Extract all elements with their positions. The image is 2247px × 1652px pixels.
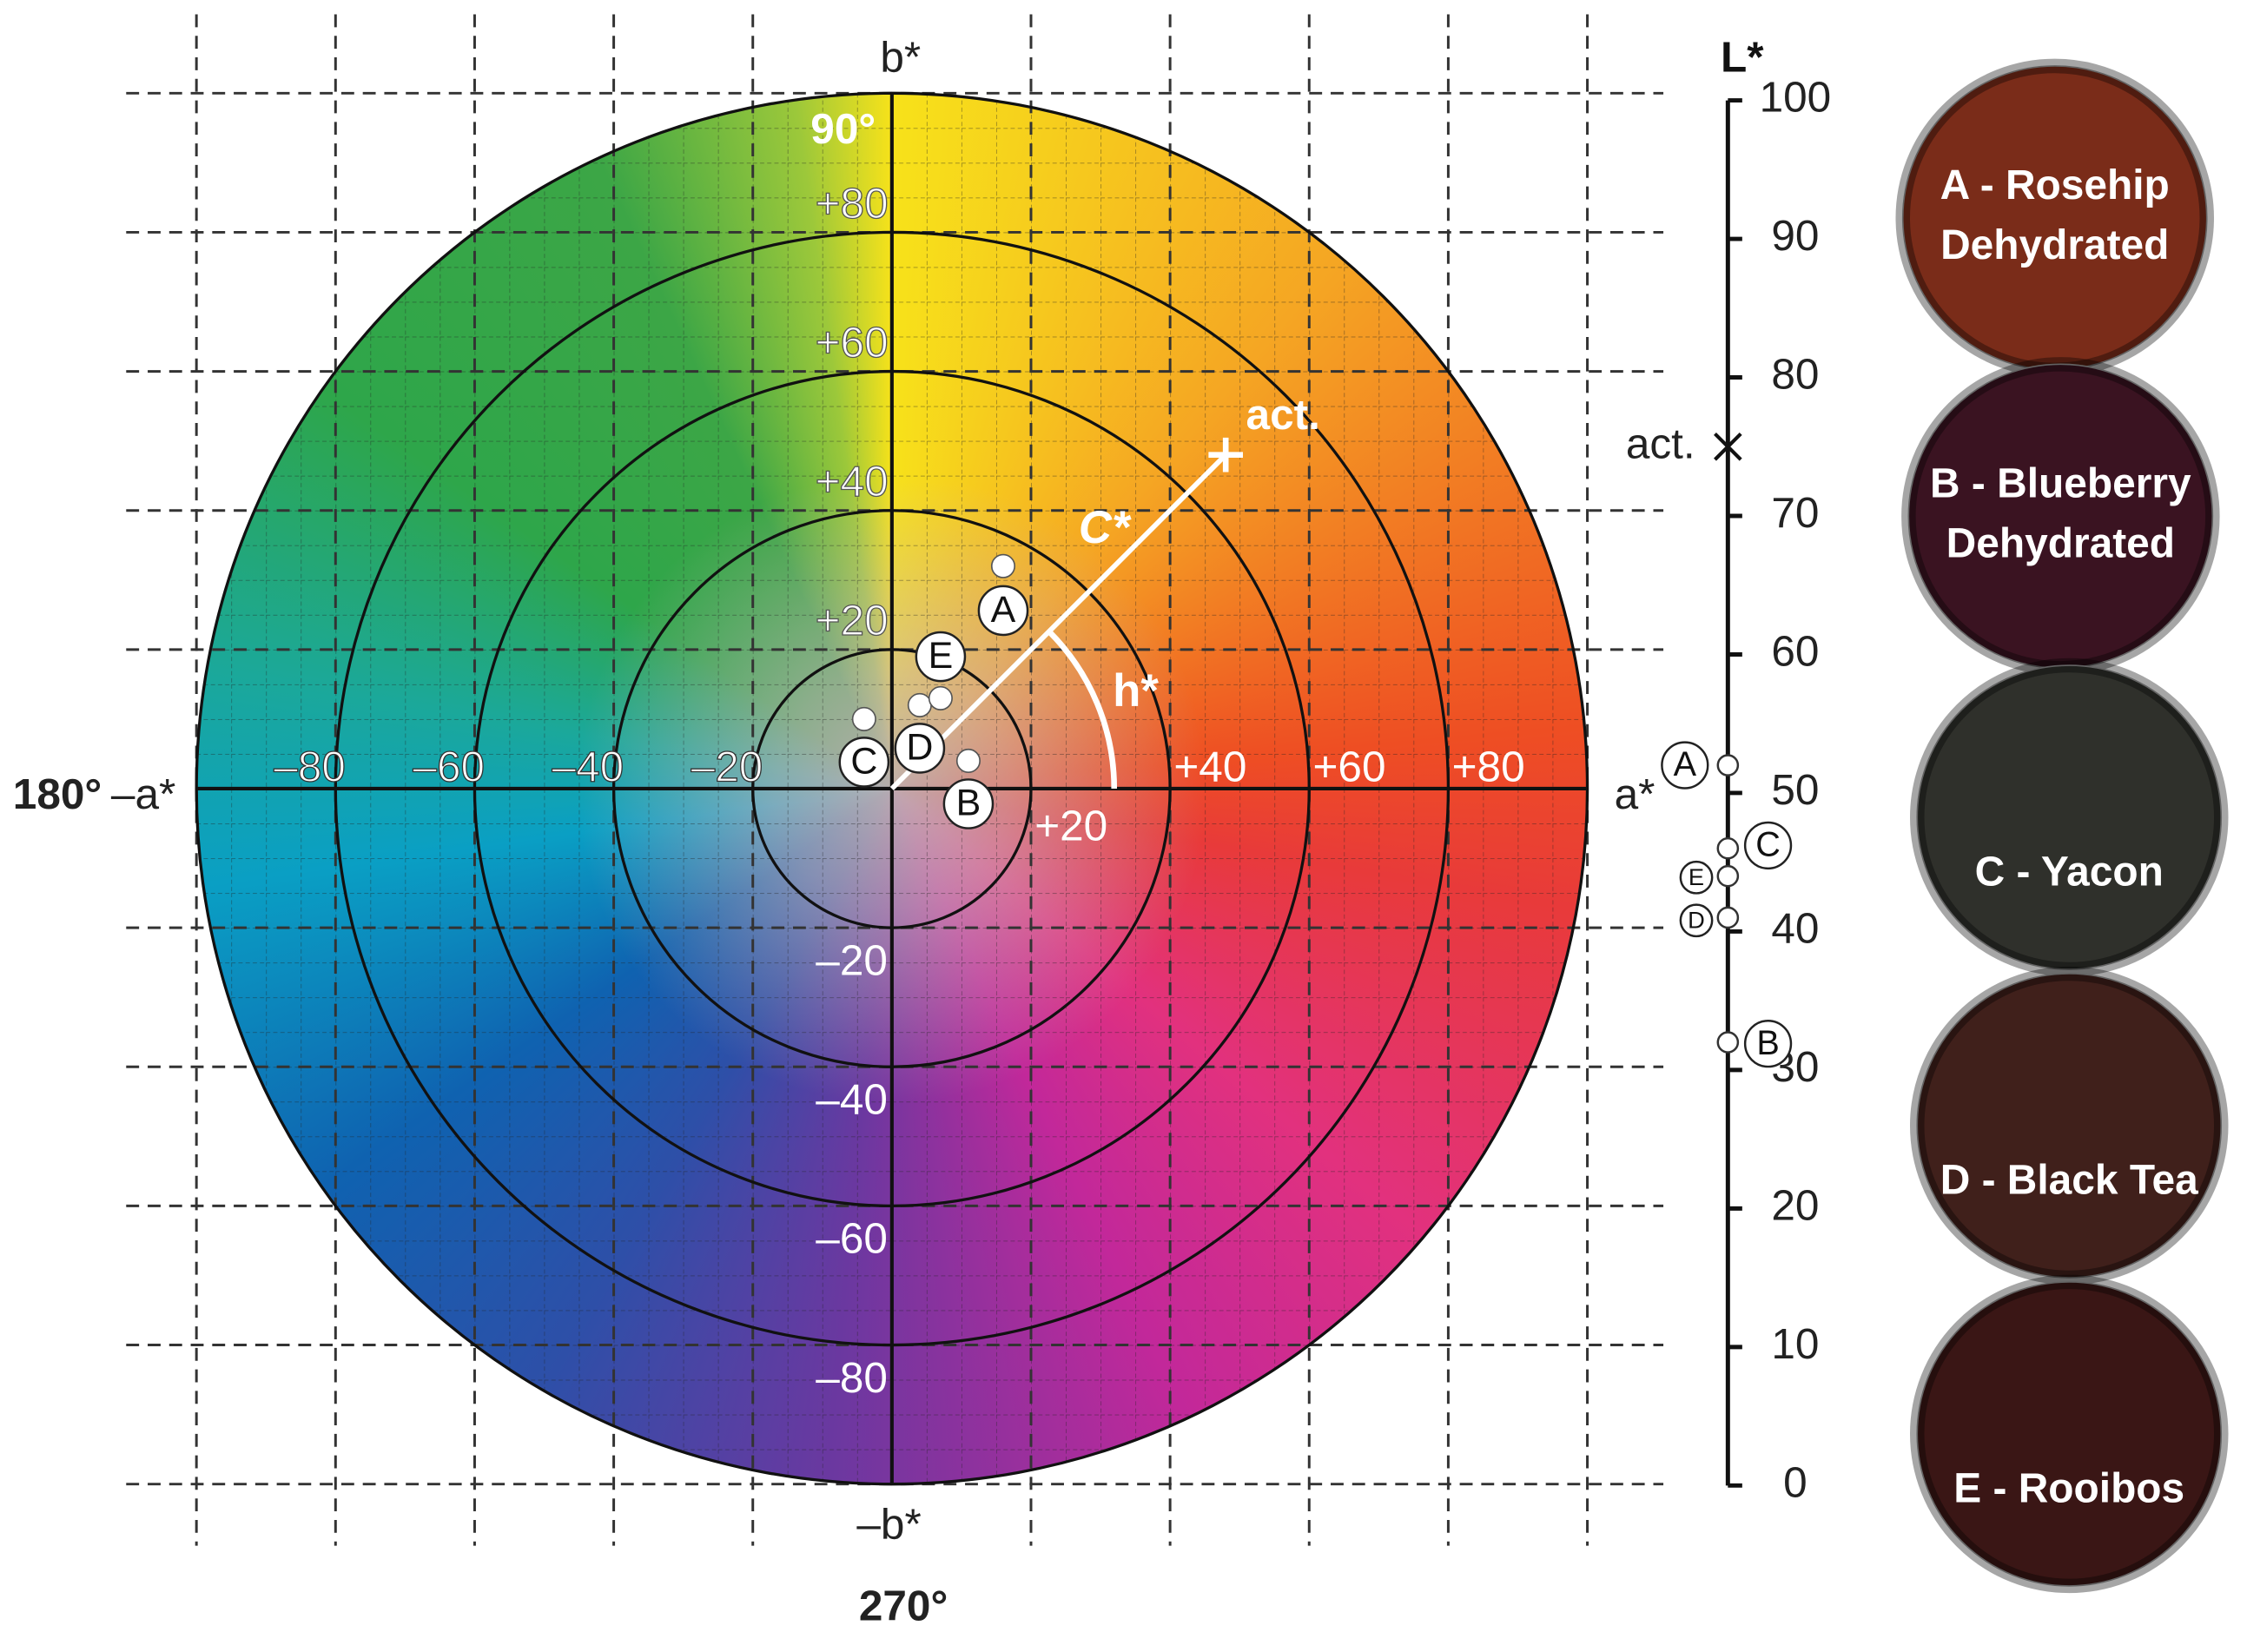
neg-a-axis-label: –a* xyxy=(111,770,175,818)
hue-label: h* xyxy=(1113,665,1159,717)
l-point-label: A xyxy=(1674,745,1697,783)
sample-texture xyxy=(1909,966,2229,1285)
sample-photo xyxy=(1916,973,2223,1279)
angle-label: 90° xyxy=(810,105,876,153)
l-tick-label: 20 xyxy=(1771,1181,1819,1229)
sample-name: Dehydrated xyxy=(1946,521,2175,567)
l-point xyxy=(1716,1031,1740,1054)
l-tick-label: 80 xyxy=(1771,351,1819,399)
point-label: B xyxy=(956,782,981,823)
l-badge xyxy=(1679,860,1714,895)
x-tick-label: –20 xyxy=(691,743,763,791)
sample-name: C - Yacon xyxy=(1975,849,2164,895)
y-tick-label: +20 xyxy=(816,597,889,644)
angle-label: 180° xyxy=(13,770,102,818)
l-tick-label: 100 xyxy=(1760,74,1832,122)
a-axis-label: a* xyxy=(1615,770,1656,818)
sample-name: A - Rosehip xyxy=(1940,162,2170,208)
point-badge xyxy=(915,631,967,683)
sample-point xyxy=(928,685,953,710)
l-tick-label: 0 xyxy=(1783,1458,1808,1506)
x-tick-label: –80 xyxy=(274,743,346,791)
l-point xyxy=(1716,754,1740,776)
sample-point xyxy=(990,553,1016,578)
act-l-label: act. xyxy=(1626,420,1695,467)
l-point-label: D xyxy=(1688,907,1705,934)
x-tick-label: +60 xyxy=(1312,743,1385,791)
sample-name: Dehydrated xyxy=(1940,222,2169,268)
x-tick-label: –40 xyxy=(552,743,625,791)
point-label: D xyxy=(906,726,933,768)
act-marker xyxy=(1208,437,1244,472)
l-badge xyxy=(1743,821,1793,870)
act-l-marker xyxy=(1714,432,1742,461)
act-label: act. xyxy=(1246,391,1320,439)
y-tick-label: –80 xyxy=(816,1354,888,1402)
l-point xyxy=(1716,864,1740,888)
angle-label: 270° xyxy=(859,1582,948,1629)
sample-point xyxy=(907,692,932,717)
point-badge xyxy=(838,737,890,788)
y-tick-label: –60 xyxy=(816,1215,888,1263)
l-tick-label: 10 xyxy=(1771,1320,1819,1368)
sample-point xyxy=(851,706,876,731)
x-tick-label: +20 xyxy=(1034,802,1107,849)
chroma-vector xyxy=(889,453,1228,791)
l-tick-label: 60 xyxy=(1771,628,1819,676)
y-tick-label: +40 xyxy=(816,458,889,506)
y-tick-label: –20 xyxy=(816,936,888,984)
x-tick-label: –60 xyxy=(413,743,485,791)
point-badge xyxy=(977,585,1029,637)
sample-point xyxy=(955,748,981,774)
point-badge xyxy=(894,723,946,774)
l-point-label: C xyxy=(1755,826,1781,864)
l-tick-label: 40 xyxy=(1771,905,1819,953)
y-tick-label: +60 xyxy=(816,319,889,367)
l-badge xyxy=(1743,1020,1793,1068)
b-axis-label: b* xyxy=(880,33,921,81)
x-tick-label: +80 xyxy=(1452,743,1525,791)
sample-photo xyxy=(1916,664,2223,970)
neg-b-axis-label: –b* xyxy=(856,1500,921,1548)
sample-photo xyxy=(1916,1281,2223,1587)
point-label: A xyxy=(991,589,1016,631)
chroma-label: C* xyxy=(1079,502,1132,553)
sample-texture xyxy=(1909,1274,2229,1594)
l-tick-label: 90 xyxy=(1771,212,1819,260)
sample-texture xyxy=(1909,657,2229,977)
l-tick-label: 50 xyxy=(1771,766,1819,814)
l-tick-label: 70 xyxy=(1771,489,1819,537)
point-badge xyxy=(942,778,995,829)
l-point-label: B xyxy=(1756,1024,1779,1062)
l-axis-title: L* xyxy=(1721,33,1764,81)
sample-name: B - Blueberry xyxy=(1930,460,2191,506)
point-label: E xyxy=(929,635,954,677)
sample-name: D - Black Tea xyxy=(1940,1158,2198,1204)
l-badge xyxy=(1679,903,1714,938)
l-point xyxy=(1716,836,1740,860)
x-tick-label: +40 xyxy=(1173,743,1246,791)
hue-arc xyxy=(1047,629,1118,789)
y-tick-label: +80 xyxy=(816,180,889,228)
sample-name: E - Rooibos xyxy=(1953,1466,2184,1512)
l-point-label: E xyxy=(1689,863,1704,890)
y-tick-label: –40 xyxy=(816,1076,888,1124)
l-point xyxy=(1716,906,1740,929)
l-badge xyxy=(1661,741,1709,790)
point-label: C xyxy=(850,740,877,782)
